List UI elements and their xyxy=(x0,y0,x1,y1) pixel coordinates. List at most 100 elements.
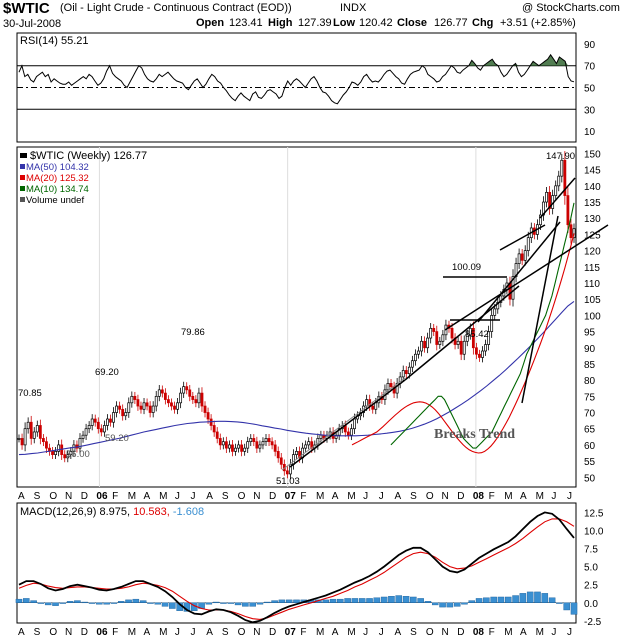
macd-x-tick-label: J xyxy=(191,627,196,638)
candle-body xyxy=(557,175,561,187)
candle-body xyxy=(490,315,494,332)
macd-histogram-bar xyxy=(417,598,424,603)
macd-histogram-bar xyxy=(212,601,220,604)
macd-histogram-bar xyxy=(234,602,242,606)
candle-body xyxy=(81,434,85,439)
candle-body xyxy=(429,327,433,339)
macd-histogram-bar xyxy=(526,591,534,603)
candle-body xyxy=(115,405,118,413)
candle-body xyxy=(173,405,176,410)
candle-body xyxy=(423,340,426,349)
macd-title-part: MACD(12,26,9) 8.975, xyxy=(20,506,133,518)
macd-histogram-bar xyxy=(169,602,176,609)
price-annotation: 85.42 xyxy=(465,329,489,340)
macd-histogram-bar xyxy=(519,593,527,603)
candle-body xyxy=(276,451,280,459)
macd-x-tick-label: M xyxy=(159,627,167,638)
candle-body xyxy=(545,191,548,203)
candle-body xyxy=(243,447,247,452)
candle-body xyxy=(90,418,94,426)
candle-body xyxy=(526,237,530,251)
macd-x-tick-label: S xyxy=(222,627,229,638)
legend-entry: MA(20) 125.32 xyxy=(26,173,89,184)
candle-body xyxy=(139,405,143,410)
price-x-tick-label: J xyxy=(551,491,556,502)
price-x-tick-label: J xyxy=(363,491,368,502)
macd-histogram-bar xyxy=(220,602,227,604)
price-annotation: 79.86 xyxy=(181,327,205,338)
macd-histogram-bar xyxy=(534,591,541,603)
price-x-tick-label: 07 xyxy=(285,491,297,502)
macd-histogram-bar xyxy=(285,599,293,603)
candle-body xyxy=(569,224,573,239)
macd-histogram-bar xyxy=(541,593,549,603)
candle-body xyxy=(99,428,103,433)
candle-body xyxy=(45,441,48,449)
candle-body xyxy=(228,444,231,449)
legend-swatch xyxy=(20,164,25,169)
price-tick-label: 50 xyxy=(584,473,596,484)
price-tick-label: 75 xyxy=(584,392,596,403)
macd-histogram-bar xyxy=(395,595,403,603)
price-tick-label: 90 xyxy=(584,344,596,355)
macd-tick-label: 12.5 xyxy=(584,508,604,519)
date-label: 30-Jul-2008 xyxy=(3,18,62,30)
trendline xyxy=(539,177,576,219)
price-x-tick-label: N xyxy=(253,491,260,502)
macd-histogram-bar xyxy=(505,596,512,603)
price-tick-label: 110 xyxy=(584,279,600,290)
legend-swatch xyxy=(20,186,25,191)
price-x-tick-label: M xyxy=(504,491,512,502)
close-value: 126.77 xyxy=(434,17,468,29)
macd-histogram-bar xyxy=(161,602,169,607)
macd-histogram-bar xyxy=(264,601,271,604)
ma10-line xyxy=(390,202,575,449)
price-tick-label: 135 xyxy=(584,198,601,209)
macd-x-tick-label: M xyxy=(536,627,544,638)
candle-body xyxy=(493,308,497,316)
candle-body xyxy=(35,425,39,433)
legend-entry: MA(10) 134.74 xyxy=(26,184,89,195)
macd-x-tick-label: M xyxy=(316,627,324,638)
price-x-tick-label: S xyxy=(410,491,417,502)
macd-histogram-bar xyxy=(88,602,96,604)
macd-x-tick-label: O xyxy=(238,627,246,638)
macd-histogram-bar xyxy=(293,599,300,603)
macd-x-tick-label: M xyxy=(504,627,512,638)
candle-body xyxy=(84,428,88,436)
candle-body xyxy=(179,392,183,404)
price-tick-label: 80 xyxy=(584,376,596,387)
macd-x-tick-label: 08 xyxy=(473,627,485,638)
candle-body xyxy=(118,405,122,410)
candle-body xyxy=(456,340,460,345)
candle-body xyxy=(185,386,189,391)
candle-body xyxy=(468,327,472,336)
candle-body xyxy=(264,438,268,443)
macd-histogram-bar xyxy=(453,602,461,607)
macd-title: MACD(12,26,9) 8.975, 10.583, -1.608 xyxy=(20,506,204,518)
candle-body xyxy=(438,340,442,345)
candle-body xyxy=(106,418,109,426)
price-x-tick-label: D xyxy=(81,491,88,502)
macd-histogram-bar xyxy=(139,600,147,603)
macd-histogram-bar xyxy=(23,598,30,603)
candle-body xyxy=(78,438,82,449)
candle-body xyxy=(176,402,179,410)
macd-histogram-bar xyxy=(52,602,59,606)
macd-x-tick-label: A xyxy=(332,627,339,638)
macd-histogram-bar xyxy=(358,598,366,603)
macd-x-tick-label: J xyxy=(175,627,180,638)
price-tick-label: 125 xyxy=(584,230,601,241)
high-label: High xyxy=(268,17,293,29)
candle-body xyxy=(54,451,58,455)
price-x-tick-label: N xyxy=(442,491,449,502)
price-x-tick-label: 06 xyxy=(96,491,108,502)
macd-x-tick-label: M xyxy=(347,627,355,638)
macd-histogram-bar xyxy=(117,601,125,603)
candle-body xyxy=(224,441,228,449)
rsi-panel-frame xyxy=(16,32,577,143)
price-x-tick-label: M xyxy=(316,491,324,502)
candle-body xyxy=(563,159,567,196)
price-x-tick-label: O xyxy=(238,491,246,502)
candle-body xyxy=(316,438,320,446)
